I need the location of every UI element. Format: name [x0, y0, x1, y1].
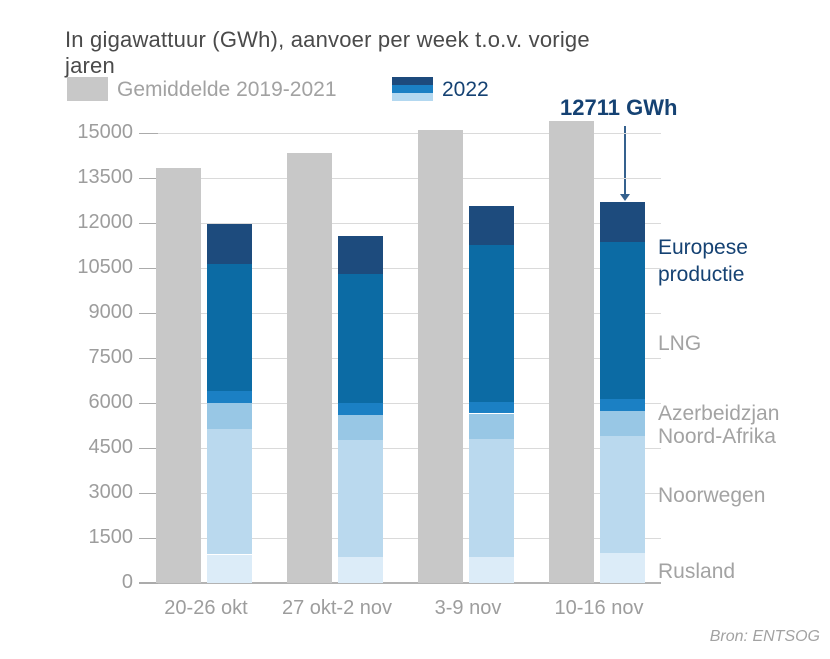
bar-segment-europese-productie — [338, 236, 383, 275]
x-tick-label: 20-26 okt — [164, 597, 248, 619]
gridline-10500 — [140, 268, 661, 269]
y-tick-3000 — [139, 493, 158, 494]
y-tick-6000 — [139, 403, 158, 404]
bar-segment-noord-afrika — [469, 413, 514, 440]
annotation-arrow-icon — [618, 126, 632, 202]
segment-label-europese-productie: Europese productie — [658, 236, 748, 286]
y-tick-4500 — [139, 448, 158, 449]
y-tick-1500 — [139, 538, 158, 539]
y-tick-0 — [139, 582, 158, 584]
bar-segment-azerbeidzjan — [207, 390, 252, 404]
bar-segment-lng — [207, 264, 252, 391]
gridline-13500 — [140, 178, 661, 179]
arrow-line — [624, 126, 626, 195]
y-tick-label: 15000 — [77, 121, 133, 143]
y-tick-10500 — [139, 268, 158, 269]
segment-label-azerbeidzjan: Azerbeidzjan — [658, 402, 780, 425]
bar-segment-noorwegen — [338, 439, 383, 557]
gridline-9000 — [140, 313, 661, 314]
x-tick-label: 10-16 nov — [554, 597, 644, 619]
segment-label-rusland: Rusland — [658, 560, 736, 583]
bar-segment-azerbeidzjan — [469, 402, 514, 414]
y-tick-label: 9000 — [88, 301, 134, 323]
bar-average-3-9-nov — [418, 130, 463, 583]
bar-segment-noorwegen — [207, 429, 252, 555]
bar-average-20-26-okt — [156, 167, 201, 583]
x-tick-label: 3-9 nov — [434, 597, 502, 619]
legend-average-label: Gemiddelde 2019-2021 — [117, 78, 337, 101]
bar-segment-lng — [338, 274, 383, 404]
legend-2022-label: 2022 — [442, 78, 489, 101]
chart-title: In gigawattuur (GWh), aanvoer per week t… — [65, 27, 590, 78]
bar-segment-rusland — [469, 556, 514, 583]
y-tick-label: 3000 — [88, 481, 134, 503]
y-tick-label: 0 — [121, 571, 133, 593]
bar-segment-europese-productie — [469, 205, 514, 246]
bar-segment-europese-productie — [207, 224, 252, 265]
bar-segment-rusland — [600, 553, 645, 583]
bar-segment-lng — [469, 245, 514, 403]
bar-segment-lng — [600, 241, 645, 400]
x-tick-label: 27 okt-2 nov — [281, 597, 393, 619]
gridline-15000 — [140, 133, 661, 134]
arrow-head — [620, 194, 630, 201]
gridline-12000 — [140, 223, 661, 224]
y-tick-label: 12000 — [77, 211, 133, 233]
segment-label-noorwegen: Noorwegen — [658, 484, 766, 507]
y-tick-7500 — [139, 358, 158, 359]
segment-label-noord-afrika: Noord-Afrika — [658, 425, 776, 448]
legend-stripe-medium-blue — [392, 85, 433, 93]
y-tick-label: 6000 — [88, 391, 134, 413]
bar-average-27-okt-2-nov — [287, 152, 332, 583]
bar-segment-azerbeidzjan — [338, 403, 383, 415]
segment-label-lng: LNG — [658, 332, 702, 355]
y-tick-label: 7500 — [88, 346, 134, 368]
legend-stripe-dark-blue — [392, 77, 433, 85]
y-tick-label: 4500 — [88, 436, 134, 458]
bar-segment-noord-afrika — [338, 415, 383, 440]
bar-segment-noord-afrika — [600, 411, 645, 437]
y-tick-13500 — [139, 178, 158, 179]
annotation-value: 12711 GWh — [560, 95, 678, 120]
y-tick-label: 13500 — [77, 166, 133, 188]
bar-average-10-16-nov — [549, 121, 594, 583]
gridline-0 — [140, 582, 661, 584]
bar-segment-noorwegen — [600, 436, 645, 554]
bar-segment-noorwegen — [469, 439, 514, 557]
gridline-1500 — [140, 538, 661, 539]
bar-segment-noord-afrika — [207, 403, 252, 430]
source-note: Bron: ENTSOG — [709, 628, 820, 645]
y-tick-12000 — [139, 223, 158, 224]
bar-segment-rusland — [207, 554, 252, 583]
legend-stripe-light-blue — [392, 93, 433, 101]
legend-2022-swatch — [392, 77, 433, 101]
bar-segment-europese-productie — [600, 201, 645, 242]
y-tick-label: 1500 — [88, 526, 134, 548]
y-tick-label: 10500 — [77, 256, 133, 278]
y-tick-15000 — [139, 133, 158, 134]
legend-average-swatch — [67, 77, 108, 101]
bar-segment-azerbeidzjan — [600, 399, 645, 412]
gridline-7500 — [140, 358, 661, 359]
gridline-4500 — [140, 448, 661, 449]
gridline-3000 — [140, 493, 661, 494]
y-tick-9000 — [139, 313, 158, 314]
gridline-6000 — [140, 403, 661, 404]
bar-segment-rusland — [338, 556, 383, 583]
